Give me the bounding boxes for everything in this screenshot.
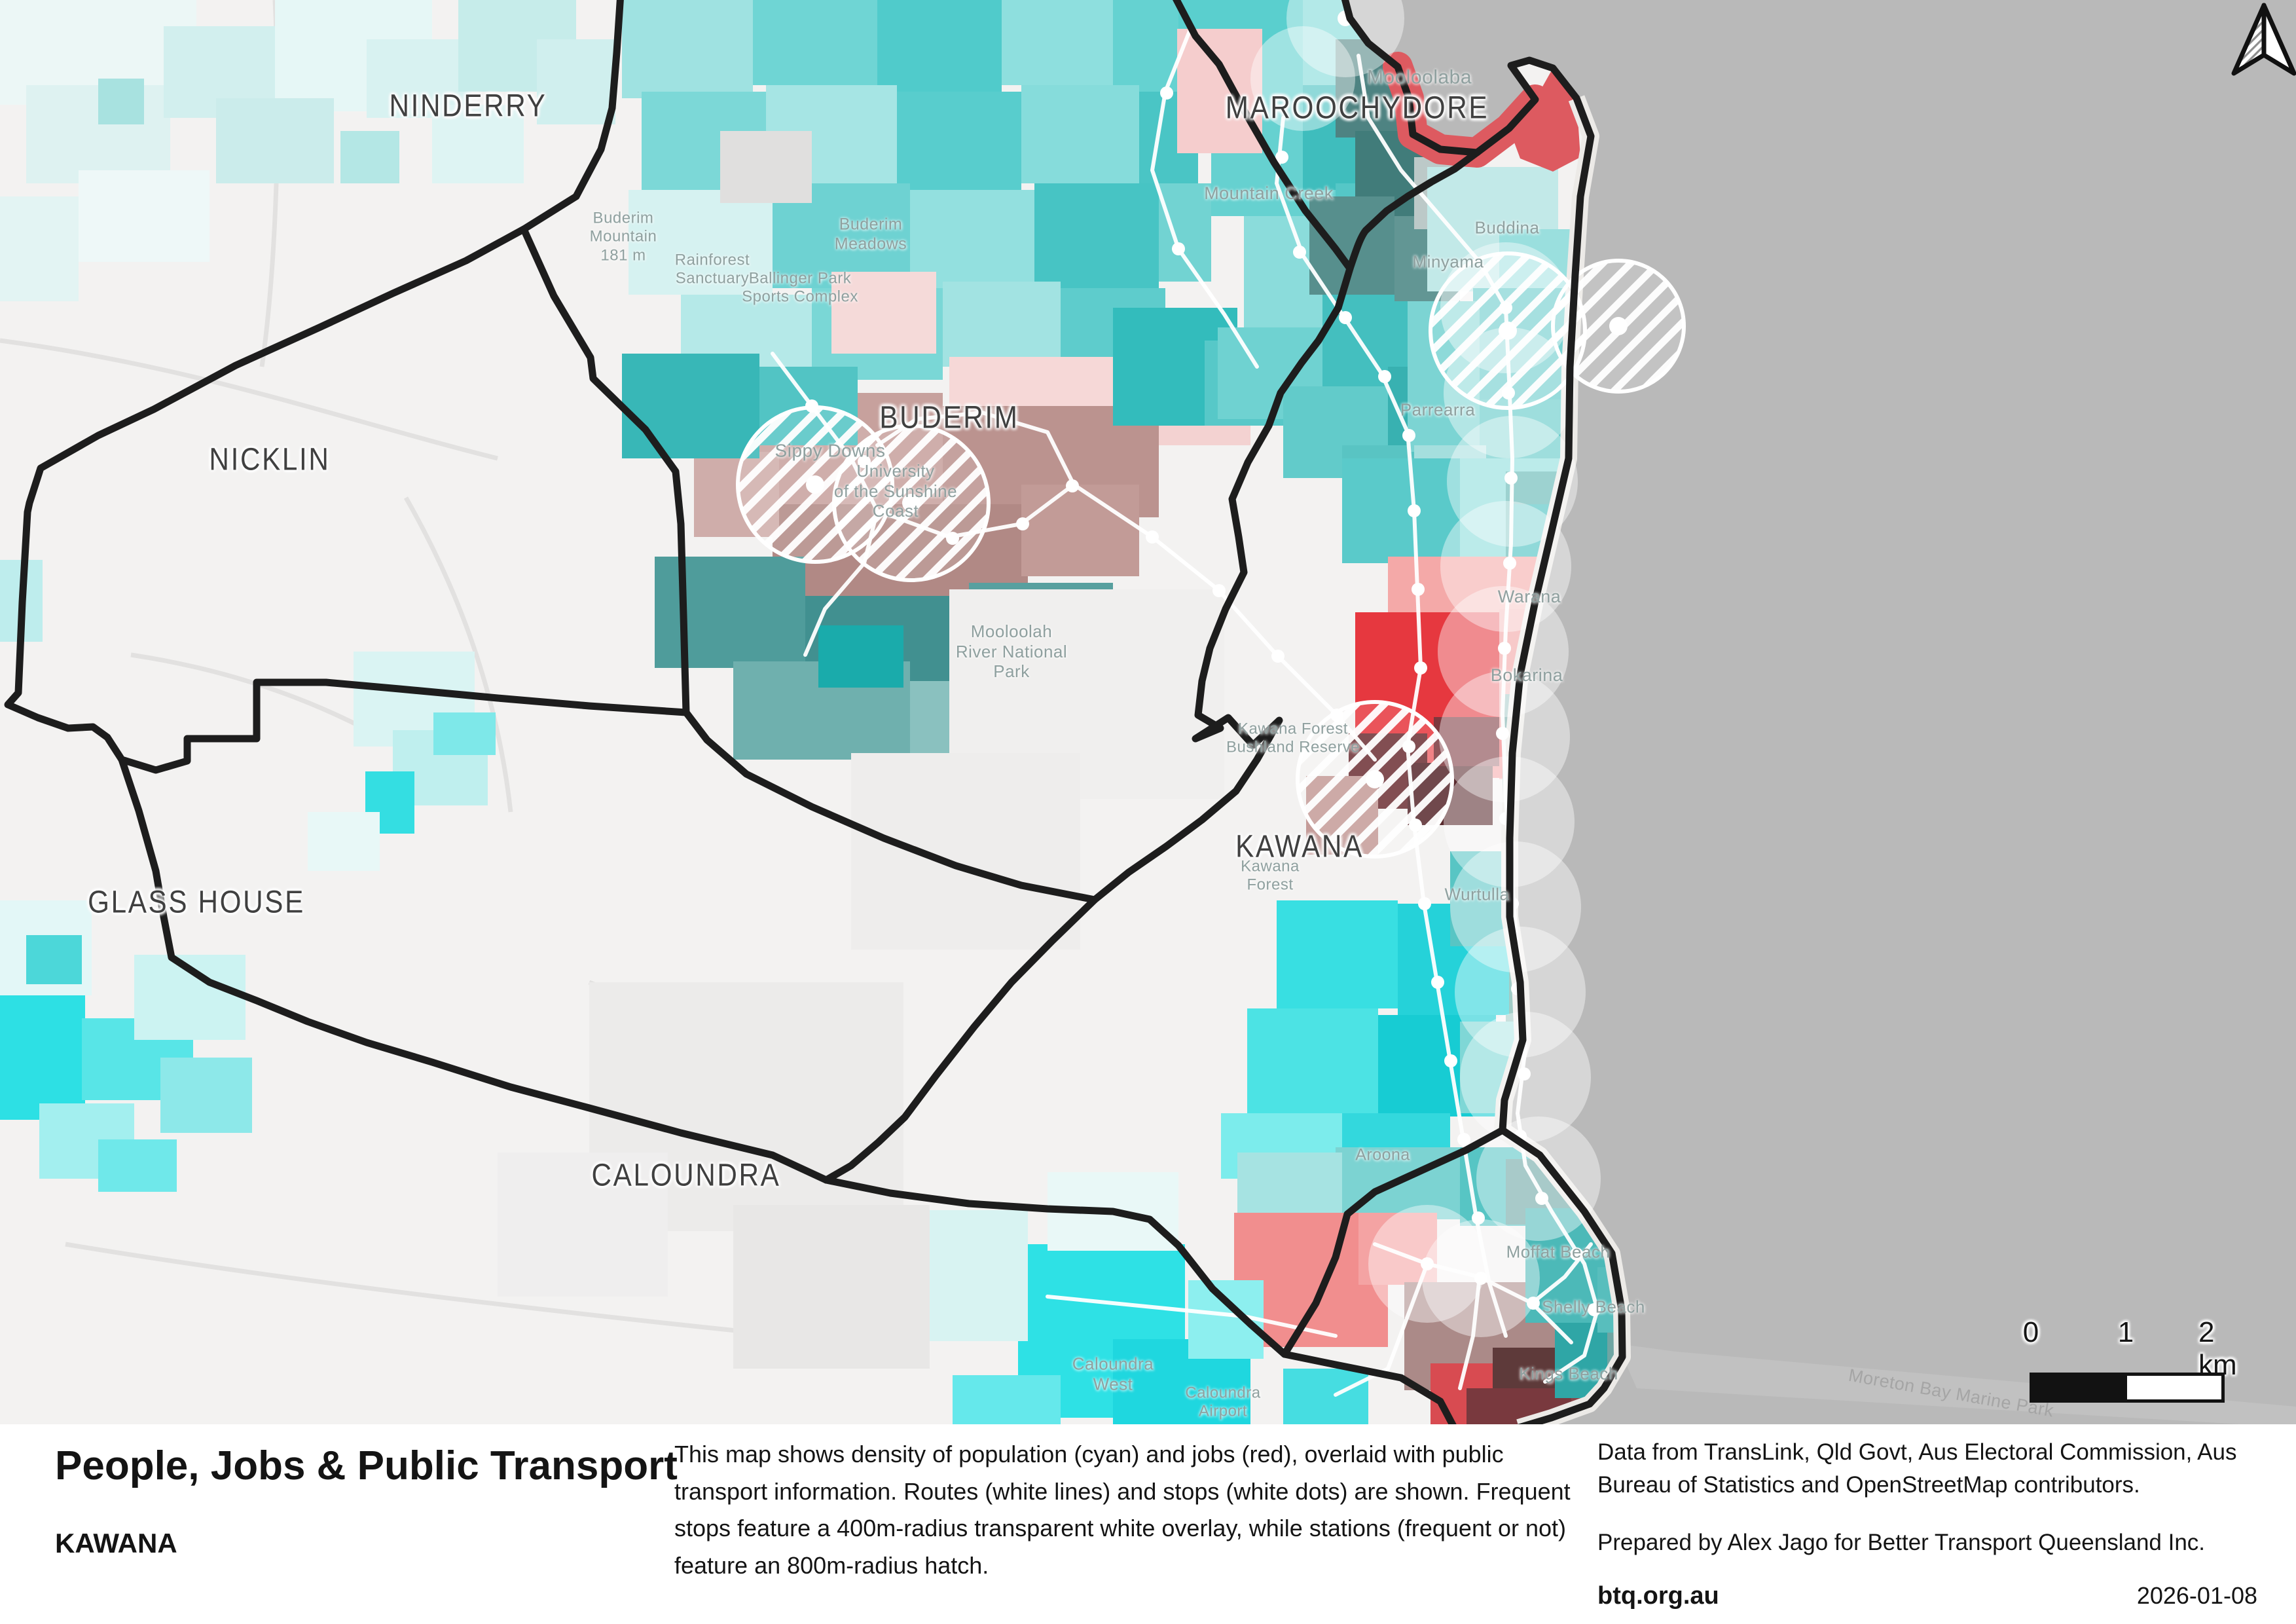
- scale-bar-rule: [2030, 1373, 2225, 1403]
- boundary-glasshouse: [118, 756, 1457, 1424]
- scale-bar-ticks: 0 1 2 km: [1977, 1316, 2285, 1381]
- area-subtitle: KAWANA: [55, 1528, 177, 1559]
- map-viewport: NINDERRY MAROOCHYDORE NICKLIN BUDERIM GLASS …: [0, 0, 2296, 1424]
- scale-tick-2: 2 km: [2198, 1316, 2237, 1381]
- page-title: People, Jobs & Public Transport: [55, 1443, 678, 1488]
- boundary-kawana-river: [822, 265, 1354, 1184]
- boundary-kawana-south: [1281, 1126, 1506, 1358]
- marine-park-band: [1617, 1344, 2296, 1424]
- scale-tick-0: 0: [2022, 1316, 2039, 1348]
- footer-bottom-row: btq.org.au 2026-01-08: [1597, 1582, 2257, 1610]
- website-text: btq.org.au: [1597, 1582, 1719, 1610]
- district-boundaries: [4, 0, 1626, 1424]
- boundary-maroochydore-west: [1173, 0, 1481, 272]
- footer-right-column: Data from TransLink, Qld Govt, Aus Elect…: [1597, 1436, 2257, 1610]
- prepared-by: Prepared by Alex Jago for Better Transpo…: [1597, 1530, 2206, 1556]
- boundary-coast: [1341, 0, 1626, 1424]
- scale-bar: 0 1 2 km: [1977, 1316, 2285, 1408]
- data-attribution: Data from TransLink, Qld Govt, Aus Elect…: [1597, 1439, 2237, 1498]
- boundary-buderim-west: [520, 225, 1099, 904]
- scale-tick-1: 1: [2117, 1316, 2134, 1348]
- map-date: 2026-01-08: [2136, 1582, 2257, 1610]
- boundary-ninderry-south: [4, 0, 690, 774]
- map-canvas: [0, 0, 2296, 1424]
- north-arrow-icon: [2231, 3, 2296, 76]
- scale-bar-filled-half: [2033, 1376, 2127, 1399]
- footer: People, Jobs & Public Transport KAWANA T…: [0, 1424, 2296, 1624]
- map-description: This map shows density of population (cy…: [674, 1441, 1571, 1579]
